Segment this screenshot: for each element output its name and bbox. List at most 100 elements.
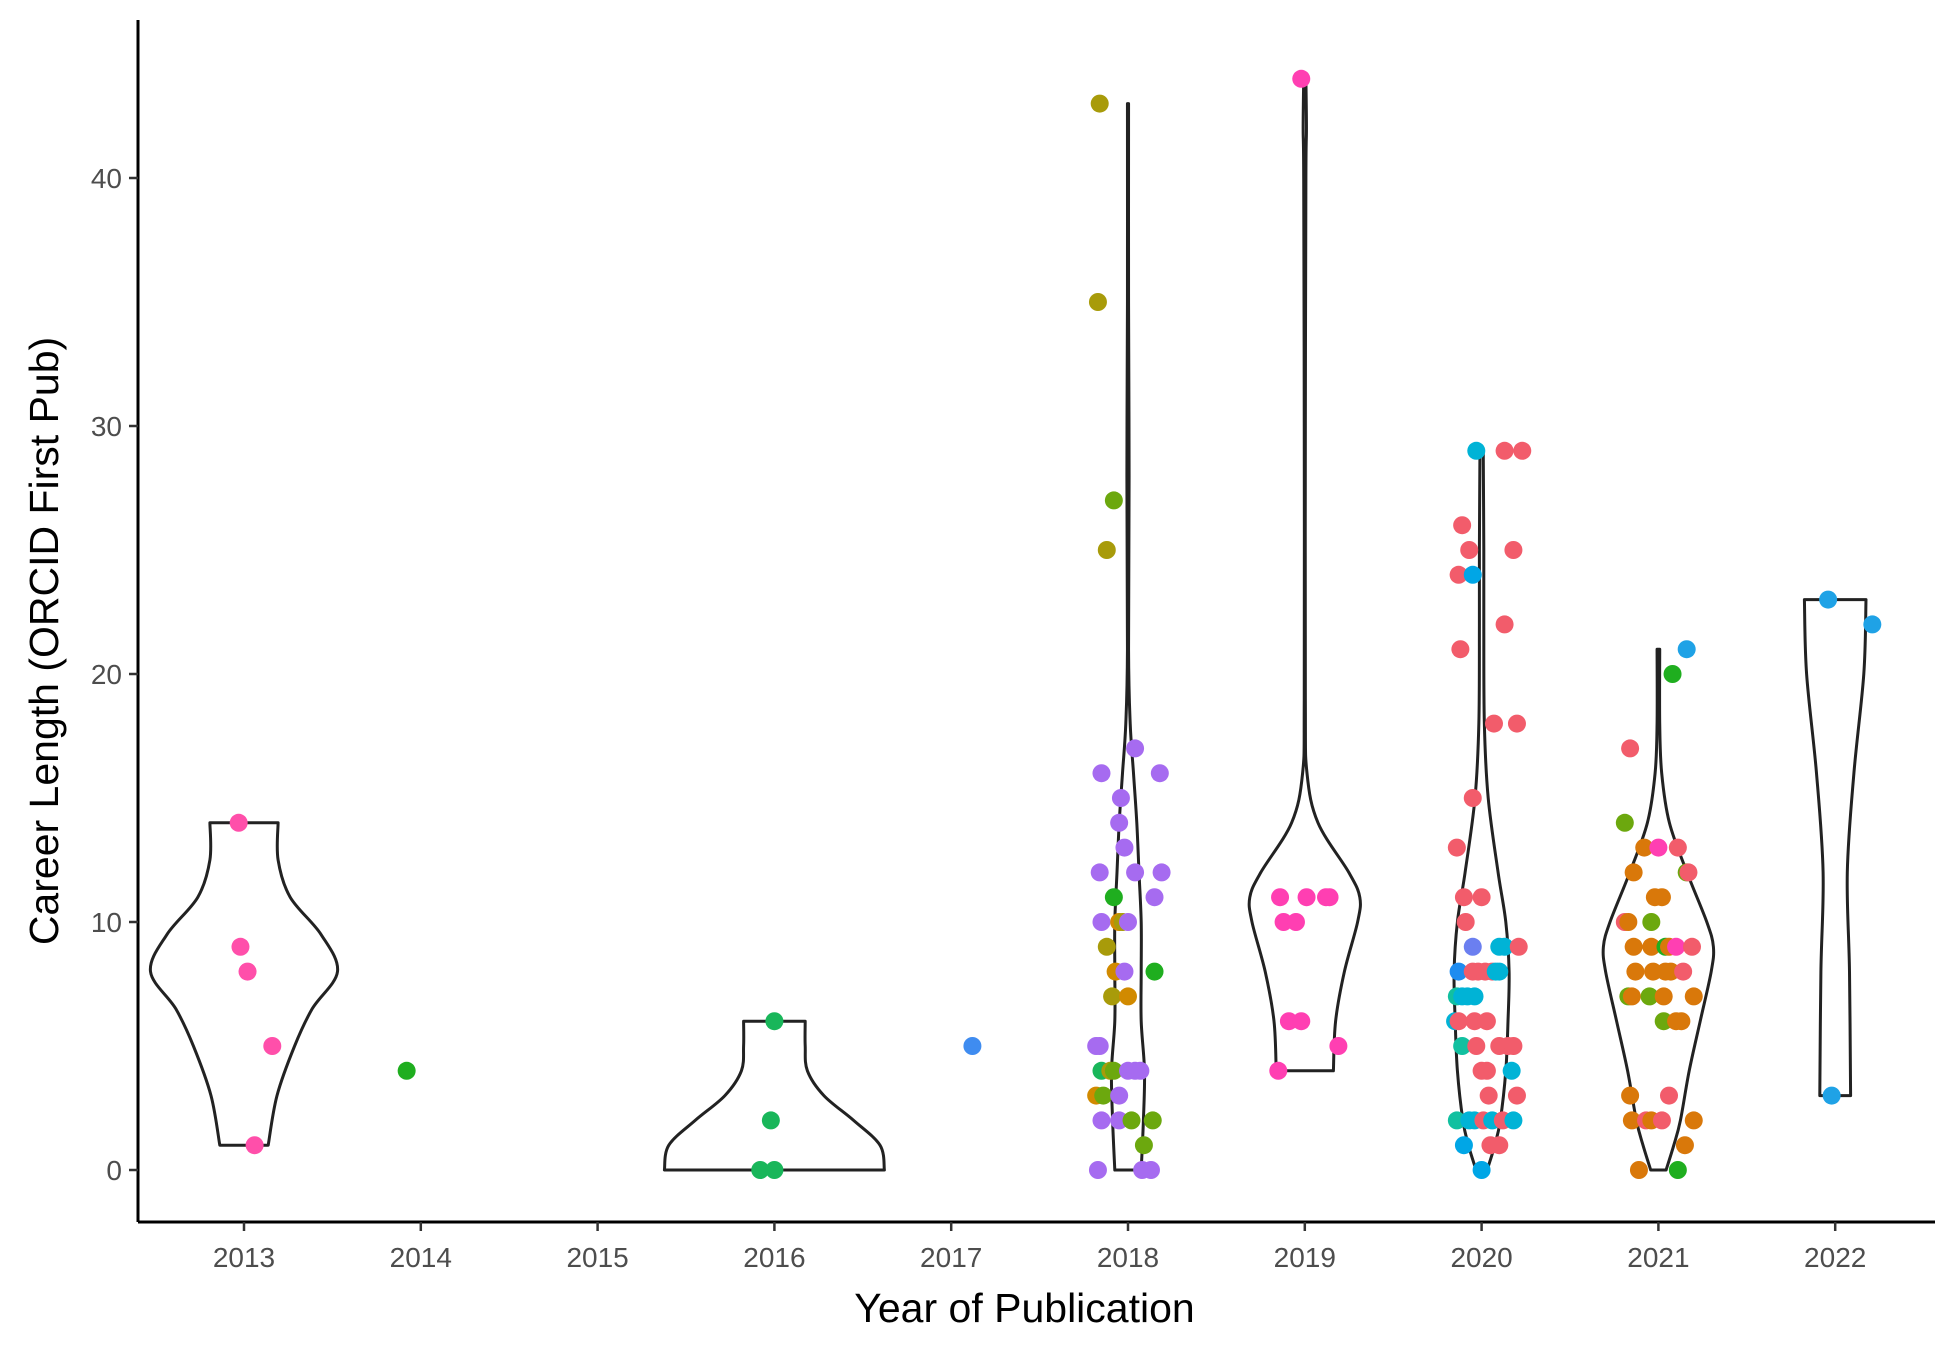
- data-point: [1111, 789, 1130, 807]
- data-point: [1615, 813, 1634, 832]
- data-point: [1652, 1111, 1671, 1130]
- x-tick-label: 2018: [1097, 1242, 1159, 1273]
- data-point: [1495, 441, 1514, 460]
- data-point: [1635, 838, 1654, 857]
- data-point: [1269, 1061, 1288, 1080]
- data-point: [963, 1037, 982, 1055]
- x-tick-label: 2021: [1627, 1242, 1689, 1273]
- data-point: [1126, 863, 1145, 882]
- data-point: [1119, 987, 1137, 1006]
- data-point: [1453, 1037, 1472, 1055]
- data-point: [1642, 913, 1661, 931]
- data-point: [1472, 888, 1491, 907]
- data-point: [1507, 714, 1526, 733]
- data-point: [751, 1161, 770, 1179]
- x-tick-label: 2019: [1274, 1242, 1336, 1273]
- data-point: [1097, 541, 1116, 559]
- y-axis-ticks: 0 10 20 30 40: [91, 163, 138, 1186]
- violin-2018: [1109, 102, 1147, 1172]
- x-tick-label: 2014: [390, 1242, 452, 1273]
- data-point: [1453, 516, 1472, 535]
- data-point: [1679, 863, 1698, 882]
- data-point: [1819, 590, 1838, 609]
- data-point: [1509, 937, 1528, 956]
- data-point: [245, 1136, 264, 1155]
- data-point: [1661, 962, 1680, 981]
- y-tick-label: 10: [91, 907, 122, 938]
- data-point: [1126, 739, 1145, 758]
- violin-2022: [1802, 598, 1868, 1098]
- data-point: [1684, 987, 1703, 1006]
- data-point: [1502, 1061, 1521, 1080]
- data-point: [1668, 1161, 1687, 1179]
- data-point: [1094, 1086, 1113, 1105]
- data-point: [238, 962, 257, 981]
- data-point: [1479, 1086, 1498, 1105]
- data-point: [765, 1012, 784, 1031]
- data-point: [1286, 913, 1305, 931]
- data-point: [765, 1161, 784, 1179]
- data-point: [1654, 1012, 1673, 1031]
- data-point: [1622, 1111, 1641, 1130]
- data-point: [1152, 863, 1171, 882]
- data-point: [1447, 838, 1466, 857]
- data-point: [1667, 937, 1686, 956]
- data-point: [1279, 1012, 1298, 1031]
- data-point: [1292, 69, 1311, 88]
- data-point: [1672, 1012, 1691, 1031]
- data-point: [231, 937, 250, 956]
- data-point: [1477, 1061, 1496, 1080]
- y-tick-label: 20: [91, 659, 122, 690]
- data-point: [1863, 615, 1882, 634]
- x-tick-label: 2013: [213, 1242, 275, 1273]
- data-point: [1104, 1061, 1123, 1080]
- data-point: [1320, 888, 1339, 907]
- data-point: [1463, 565, 1482, 584]
- data-point: [1504, 1111, 1523, 1130]
- y-tick-label: 40: [91, 163, 122, 194]
- y-tick-label: 0: [106, 1155, 122, 1186]
- data-point: [1495, 937, 1514, 956]
- data-point: [1143, 1111, 1162, 1130]
- data-point: [1682, 937, 1701, 956]
- data-point: [1097, 937, 1116, 956]
- violin-2021: [1601, 647, 1716, 1172]
- data-point: [1822, 1086, 1841, 1105]
- data-point: [1456, 913, 1475, 931]
- data-point: [1454, 888, 1473, 907]
- data-point: [1490, 962, 1509, 981]
- data-point: [1110, 1086, 1129, 1105]
- data-point: [397, 1061, 416, 1080]
- data-point: [1110, 813, 1129, 832]
- data-point: [1110, 1111, 1129, 1130]
- data-point: [1115, 838, 1134, 857]
- data-point: [1649, 838, 1668, 857]
- data-point: [1644, 962, 1663, 981]
- data-point: [1675, 1136, 1694, 1155]
- points-layer: [229, 69, 1882, 1179]
- data-point: [1629, 1161, 1648, 1179]
- data-point: [1454, 1136, 1473, 1155]
- data-point: [1449, 565, 1468, 584]
- violin-2013: [148, 821, 340, 1147]
- data-point: [229, 813, 248, 832]
- data-point: [1467, 441, 1486, 460]
- data-point: [1621, 1086, 1640, 1105]
- data-point: [1660, 1086, 1679, 1105]
- data-point: [1624, 937, 1643, 956]
- data-point: [1090, 1037, 1109, 1055]
- data-point: [1292, 1012, 1311, 1031]
- data-point: [1463, 937, 1482, 956]
- data-point: [1619, 913, 1638, 931]
- x-tick-label: 2020: [1450, 1242, 1512, 1273]
- data-point: [1465, 987, 1484, 1006]
- data-point: [1141, 1161, 1160, 1179]
- data-point: [1460, 541, 1479, 559]
- data-point: [1513, 441, 1532, 460]
- data-point: [1684, 1111, 1703, 1130]
- x-tick-label: 2016: [743, 1242, 805, 1273]
- data-point: [1449, 1012, 1468, 1031]
- data-point: [1274, 913, 1293, 931]
